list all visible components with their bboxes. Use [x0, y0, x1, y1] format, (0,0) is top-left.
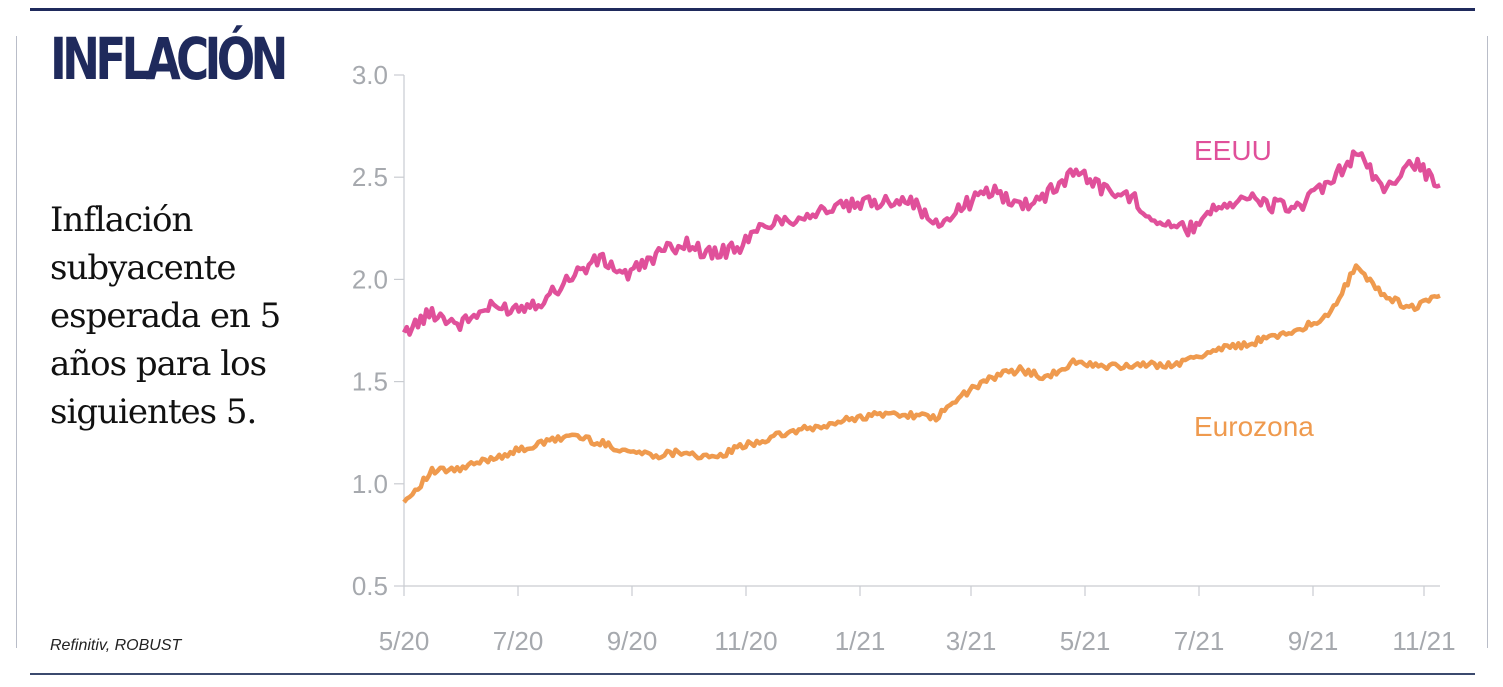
x-tick-label: 5/21 — [1060, 626, 1111, 656]
y-tick-label: 2.0 — [352, 264, 388, 294]
y-tick-label: 1.0 — [352, 469, 388, 499]
bottom-rule — [30, 673, 1475, 675]
y-tick-label: 1.5 — [352, 367, 388, 397]
x-tick-label: 9/20 — [607, 626, 658, 656]
series-line-eurozona — [402, 263, 1441, 504]
x-tick-label: 1/21 — [835, 626, 886, 656]
x-tick-label: 7/21 — [1174, 626, 1225, 656]
right-rule — [1487, 36, 1488, 648]
y-tick-label: 3.0 — [352, 60, 388, 90]
series-eurozona: Eurozona — [402, 263, 1441, 504]
page-title: INFLACIÓN — [50, 25, 288, 93]
series-label-eeuu: EEUU — [1194, 135, 1272, 166]
x-tick-label: 11/21 — [1392, 626, 1455, 656]
left-rule — [16, 36, 17, 648]
x-tick-label: 9/21 — [1288, 626, 1339, 656]
y-tick-label: 0.5 — [352, 571, 388, 601]
x-tick-label: 3/21 — [946, 626, 997, 656]
series-eeuu: EEUU — [402, 135, 1441, 337]
x-tick-label: 7/20 — [493, 626, 544, 656]
chart-subtitle: Inflación subyacente esperada en 5 años … — [50, 200, 281, 432]
source-note: Refinitiv, ROBUST — [50, 637, 182, 654]
top-rule — [30, 8, 1475, 11]
chart-axes: 0.5 1.0 1.5 2.0 2.5 3.0 5/20 7/20 9/20 11/20 1/21 3… — [352, 60, 1456, 656]
series-line-eeuu — [402, 149, 1441, 337]
x-tick-label: 11/20 — [714, 626, 777, 656]
x-tick-label: 5/20 — [379, 626, 430, 656]
y-tick-label: 2.5 — [352, 162, 388, 192]
series-label-eurozona: Eurozona — [1194, 411, 1314, 442]
series-layer: EEUU Eurozona — [402, 135, 1441, 504]
